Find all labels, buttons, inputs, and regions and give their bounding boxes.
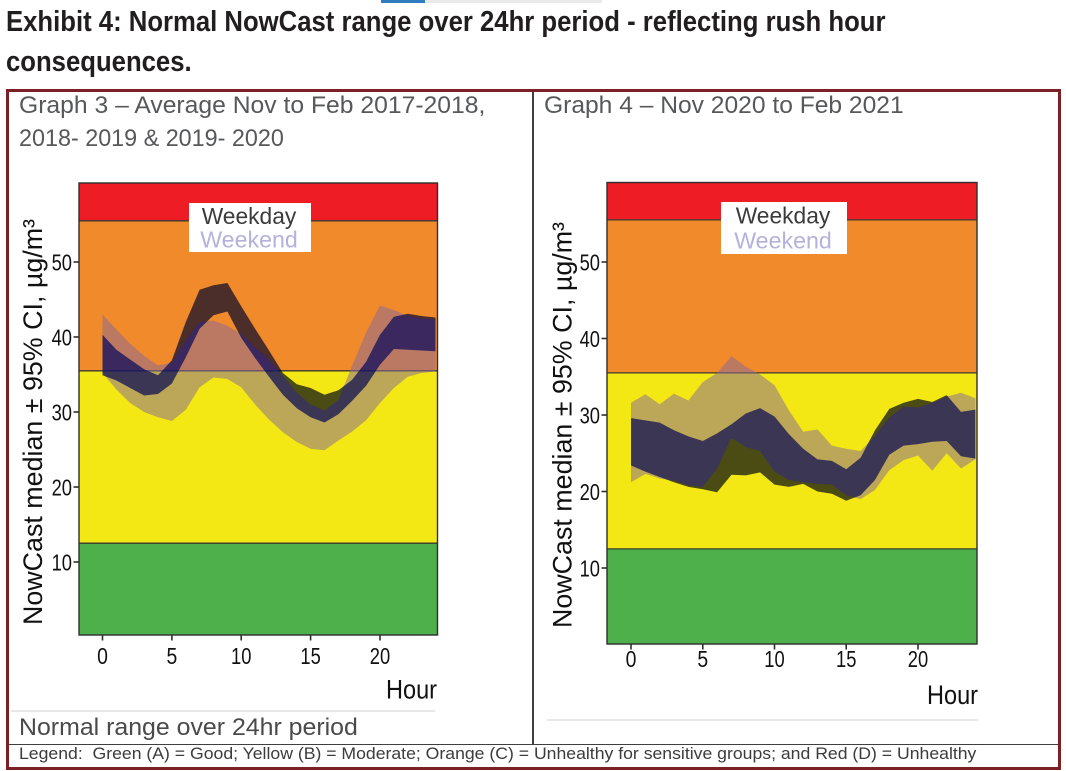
svg-text:50: 50 (52, 249, 72, 275)
svg-text:15: 15 (836, 646, 856, 672)
svg-text:40: 40 (580, 326, 600, 352)
svg-text:10: 10 (580, 555, 600, 581)
svg-text:30: 30 (52, 399, 72, 425)
svg-text:10: 10 (52, 549, 72, 575)
svg-text:20: 20 (52, 474, 72, 500)
svg-text:0: 0 (97, 643, 108, 669)
svg-text:20: 20 (580, 479, 600, 505)
svg-text:Hour: Hour (927, 680, 978, 710)
svg-text:15: 15 (300, 643, 320, 669)
svg-text:20: 20 (370, 643, 390, 669)
svg-text:Weekday: Weekday (202, 203, 297, 229)
svg-text:NowCast median ± 95% CI, µg/m³: NowCast median ± 95% CI, µg/m³ (18, 219, 48, 625)
svg-text:40: 40 (52, 324, 72, 350)
svg-text:Weekday: Weekday (736, 203, 831, 229)
svg-text:NowCast median ± 95% CI, µg/m³: NowCast median ± 95% CI, µg/m³ (548, 222, 578, 628)
svg-text:20: 20 (908, 646, 928, 672)
svg-text:0: 0 (626, 646, 637, 672)
svg-text:10: 10 (764, 646, 784, 672)
svg-text:30: 30 (580, 402, 600, 428)
svg-text:5: 5 (167, 643, 178, 669)
svg-text:50: 50 (580, 249, 600, 275)
svg-text:5: 5 (697, 646, 708, 672)
svg-text:10: 10 (231, 643, 251, 669)
svg-text:Weekend: Weekend (200, 227, 298, 253)
svg-text:Hour: Hour (386, 675, 437, 705)
svg-text:Weekend: Weekend (734, 228, 832, 254)
